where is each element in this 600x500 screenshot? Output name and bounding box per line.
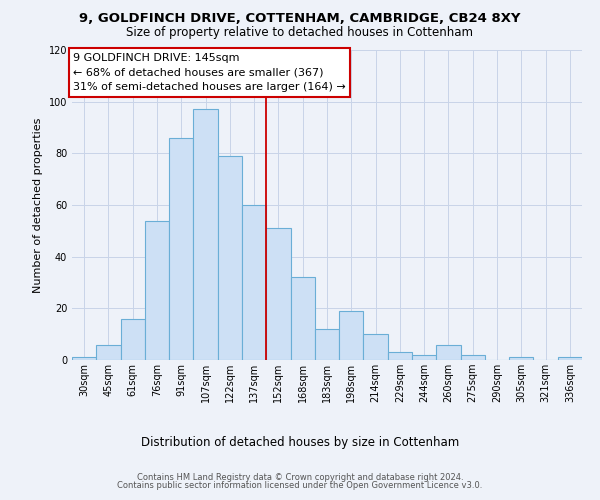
Bar <box>242 205 266 360</box>
Bar <box>436 344 461 360</box>
Bar <box>364 334 388 360</box>
Bar <box>461 355 485 360</box>
Bar <box>72 358 96 360</box>
Bar <box>121 318 145 360</box>
Bar <box>218 156 242 360</box>
Bar <box>412 355 436 360</box>
Text: 9, GOLDFINCH DRIVE, COTTENHAM, CAMBRIDGE, CB24 8XY: 9, GOLDFINCH DRIVE, COTTENHAM, CAMBRIDGE… <box>79 12 521 26</box>
Bar <box>145 220 169 360</box>
Bar <box>339 311 364 360</box>
Bar <box>266 228 290 360</box>
Bar <box>558 358 582 360</box>
Bar <box>509 358 533 360</box>
Bar <box>290 278 315 360</box>
Text: Contains HM Land Registry data © Crown copyright and database right 2024.: Contains HM Land Registry data © Crown c… <box>137 472 463 482</box>
Y-axis label: Number of detached properties: Number of detached properties <box>33 118 43 292</box>
Text: Size of property relative to detached houses in Cottenham: Size of property relative to detached ho… <box>127 26 473 39</box>
Text: 9 GOLDFINCH DRIVE: 145sqm
← 68% of detached houses are smaller (367)
31% of semi: 9 GOLDFINCH DRIVE: 145sqm ← 68% of detac… <box>73 52 346 92</box>
Bar <box>169 138 193 360</box>
Text: Contains public sector information licensed under the Open Government Licence v3: Contains public sector information licen… <box>118 481 482 490</box>
Bar <box>315 329 339 360</box>
Bar <box>193 110 218 360</box>
Text: Distribution of detached houses by size in Cottenham: Distribution of detached houses by size … <box>141 436 459 449</box>
Bar <box>388 352 412 360</box>
Bar <box>96 344 121 360</box>
